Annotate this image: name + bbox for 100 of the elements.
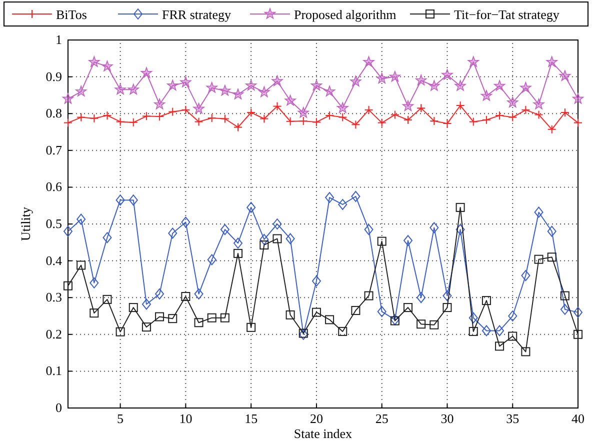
point <box>180 76 192 88</box>
point <box>234 238 242 249</box>
x-axis-title: State index <box>294 426 353 441</box>
point <box>430 116 439 126</box>
point <box>232 88 244 100</box>
point <box>482 115 491 124</box>
point <box>480 90 492 101</box>
x-tick-label: 20 <box>310 411 323 426</box>
point <box>116 117 125 126</box>
point <box>246 202 256 213</box>
point <box>456 224 465 236</box>
point <box>494 80 506 91</box>
point <box>468 117 478 126</box>
x-tick-label: 35 <box>506 411 520 426</box>
legend-label: Proposed algorithm <box>294 7 396 22</box>
point <box>90 308 99 318</box>
point <box>547 252 556 262</box>
point <box>404 235 412 246</box>
point <box>364 105 374 114</box>
point <box>416 320 426 329</box>
point <box>194 117 204 126</box>
point <box>546 56 558 67</box>
point <box>310 80 322 90</box>
point <box>298 106 310 118</box>
point <box>324 86 336 96</box>
point <box>454 80 466 91</box>
point <box>468 312 478 324</box>
point <box>468 56 480 67</box>
point <box>547 226 556 237</box>
point <box>220 313 230 322</box>
point <box>495 325 504 336</box>
point <box>128 84 140 95</box>
legend-label: FRR strategy <box>162 7 232 22</box>
point <box>194 288 204 300</box>
point <box>155 112 164 122</box>
point <box>194 318 204 328</box>
y-tick-label: 0.7 <box>46 142 62 158</box>
point <box>521 347 530 356</box>
point <box>560 108 570 117</box>
point <box>376 72 388 84</box>
point <box>389 70 401 82</box>
point <box>272 234 282 244</box>
point <box>468 326 478 336</box>
point <box>495 110 504 120</box>
y-tick-label: 0.6 <box>46 179 62 194</box>
point <box>508 332 518 341</box>
point <box>140 67 152 78</box>
point <box>560 304 570 315</box>
point <box>76 260 86 270</box>
point <box>206 82 218 93</box>
point <box>102 232 112 244</box>
point <box>286 233 295 244</box>
point <box>168 314 178 324</box>
point <box>128 194 138 206</box>
point <box>520 82 532 93</box>
point <box>390 110 400 120</box>
y-tick-label: 1 <box>56 32 62 47</box>
point <box>508 112 518 122</box>
legend-label: Tit−for−Tat strategy <box>454 7 560 22</box>
y-tick-label: 0.2 <box>46 326 62 342</box>
x-tick-label: 40 <box>572 411 584 426</box>
y-axis-title: Utility <box>18 206 33 241</box>
point <box>312 118 321 127</box>
point <box>181 216 190 228</box>
point <box>559 70 571 81</box>
point <box>102 294 112 304</box>
point <box>430 320 439 330</box>
point <box>234 248 242 258</box>
point <box>128 118 138 127</box>
point <box>338 112 348 122</box>
point <box>325 110 334 120</box>
point <box>181 105 190 114</box>
point <box>404 115 412 124</box>
point <box>90 277 99 288</box>
point <box>88 56 100 67</box>
point <box>116 194 125 206</box>
point <box>534 110 544 120</box>
point <box>363 56 374 67</box>
point <box>572 92 584 104</box>
point <box>142 322 151 332</box>
point <box>116 327 125 336</box>
point <box>534 254 544 264</box>
y-tick-label: 0.8 <box>46 106 62 121</box>
point <box>521 270 530 282</box>
point <box>325 315 334 324</box>
y-tick-label: 0.5 <box>46 216 62 231</box>
point <box>260 114 269 124</box>
point <box>415 74 427 86</box>
point <box>286 116 295 126</box>
point <box>220 224 230 236</box>
point <box>207 114 216 123</box>
point <box>298 116 308 126</box>
point <box>234 122 242 132</box>
x-tick-label: 30 <box>440 411 454 426</box>
point <box>168 107 178 116</box>
point <box>76 112 86 122</box>
point <box>76 214 86 225</box>
point <box>75 86 87 96</box>
point <box>377 236 386 246</box>
point <box>456 202 465 212</box>
